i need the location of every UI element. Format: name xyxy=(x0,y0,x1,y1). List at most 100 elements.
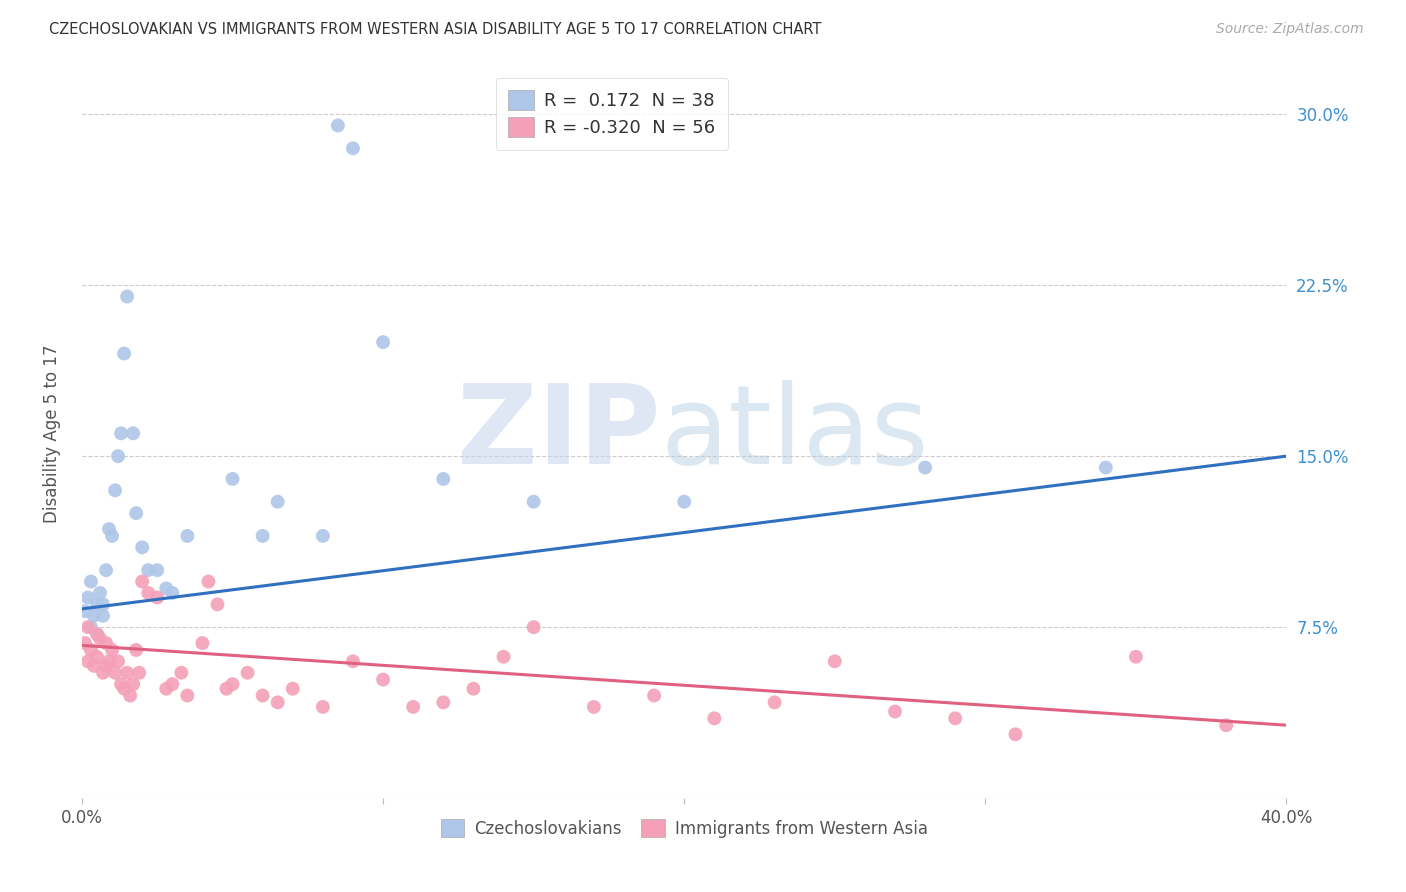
Point xyxy=(86,598,108,612)
Point xyxy=(884,705,907,719)
Point xyxy=(104,483,127,498)
Legend: Czechoslovakians, Immigrants from Western Asia: Czechoslovakians, Immigrants from Wester… xyxy=(434,813,935,845)
Point xyxy=(221,472,243,486)
Point xyxy=(492,649,515,664)
Point xyxy=(94,659,117,673)
Point xyxy=(1125,649,1147,664)
Point xyxy=(91,598,114,612)
Point xyxy=(1094,460,1116,475)
Point xyxy=(215,681,238,696)
Point xyxy=(131,541,153,555)
Point xyxy=(176,529,198,543)
Point xyxy=(83,608,105,623)
Point xyxy=(1215,718,1237,732)
Point xyxy=(136,563,159,577)
Point xyxy=(122,426,145,441)
Point xyxy=(155,582,177,596)
Point xyxy=(914,460,936,475)
Point xyxy=(221,677,243,691)
Point xyxy=(73,604,96,618)
Point xyxy=(523,494,546,508)
Point xyxy=(98,522,121,536)
Point xyxy=(101,529,124,543)
Point xyxy=(176,689,198,703)
Point xyxy=(136,586,159,600)
Point xyxy=(197,574,219,589)
Point xyxy=(252,529,274,543)
Point xyxy=(91,608,114,623)
Point xyxy=(125,506,148,520)
Point xyxy=(110,677,132,691)
Point xyxy=(86,627,108,641)
Point xyxy=(824,654,846,668)
Y-axis label: Disability Age 5 to 17: Disability Age 5 to 17 xyxy=(44,344,60,523)
Point xyxy=(281,681,304,696)
Point xyxy=(763,695,786,709)
Point xyxy=(207,598,229,612)
Point xyxy=(155,681,177,696)
Point xyxy=(107,654,129,668)
Point xyxy=(125,643,148,657)
Point xyxy=(112,681,135,696)
Point xyxy=(112,346,135,360)
Point xyxy=(432,695,454,709)
Point xyxy=(463,681,485,696)
Point xyxy=(73,636,96,650)
Point xyxy=(110,426,132,441)
Point xyxy=(128,665,150,680)
Point xyxy=(252,689,274,703)
Point xyxy=(77,654,100,668)
Text: atlas: atlas xyxy=(661,380,928,487)
Point xyxy=(1004,727,1026,741)
Point xyxy=(703,711,725,725)
Point xyxy=(342,141,364,155)
Point xyxy=(191,636,214,650)
Point xyxy=(523,620,546,634)
Point xyxy=(101,643,124,657)
Point xyxy=(371,673,394,687)
Point xyxy=(107,449,129,463)
Point xyxy=(94,636,117,650)
Point xyxy=(89,632,111,646)
Point xyxy=(643,689,665,703)
Point xyxy=(582,700,605,714)
Point xyxy=(80,620,103,634)
Text: ZIP: ZIP xyxy=(457,380,661,487)
Point xyxy=(80,643,103,657)
Point xyxy=(120,689,142,703)
Point xyxy=(80,574,103,589)
Point xyxy=(91,665,114,680)
Point xyxy=(89,586,111,600)
Point xyxy=(131,574,153,589)
Point xyxy=(312,700,335,714)
Point xyxy=(673,494,696,508)
Point xyxy=(432,472,454,486)
Point xyxy=(115,665,138,680)
Point xyxy=(371,335,394,350)
Point xyxy=(943,711,966,725)
Point xyxy=(104,665,127,680)
Point xyxy=(267,494,290,508)
Point xyxy=(83,659,105,673)
Point xyxy=(77,591,100,605)
Point xyxy=(86,627,108,641)
Point xyxy=(146,563,169,577)
Point xyxy=(98,654,121,668)
Point xyxy=(312,529,335,543)
Point xyxy=(77,620,100,634)
Point xyxy=(122,677,145,691)
Point xyxy=(402,700,425,714)
Point xyxy=(326,119,349,133)
Point xyxy=(267,695,290,709)
Point xyxy=(162,677,184,691)
Point xyxy=(94,563,117,577)
Point xyxy=(146,591,169,605)
Point xyxy=(236,665,259,680)
Text: CZECHOSLOVAKIAN VS IMMIGRANTS FROM WESTERN ASIA DISABILITY AGE 5 TO 17 CORRELATI: CZECHOSLOVAKIAN VS IMMIGRANTS FROM WESTE… xyxy=(49,22,821,37)
Point xyxy=(86,649,108,664)
Point xyxy=(162,586,184,600)
Point xyxy=(342,654,364,668)
Text: Source: ZipAtlas.com: Source: ZipAtlas.com xyxy=(1216,22,1364,37)
Point xyxy=(115,289,138,303)
Point xyxy=(170,665,193,680)
